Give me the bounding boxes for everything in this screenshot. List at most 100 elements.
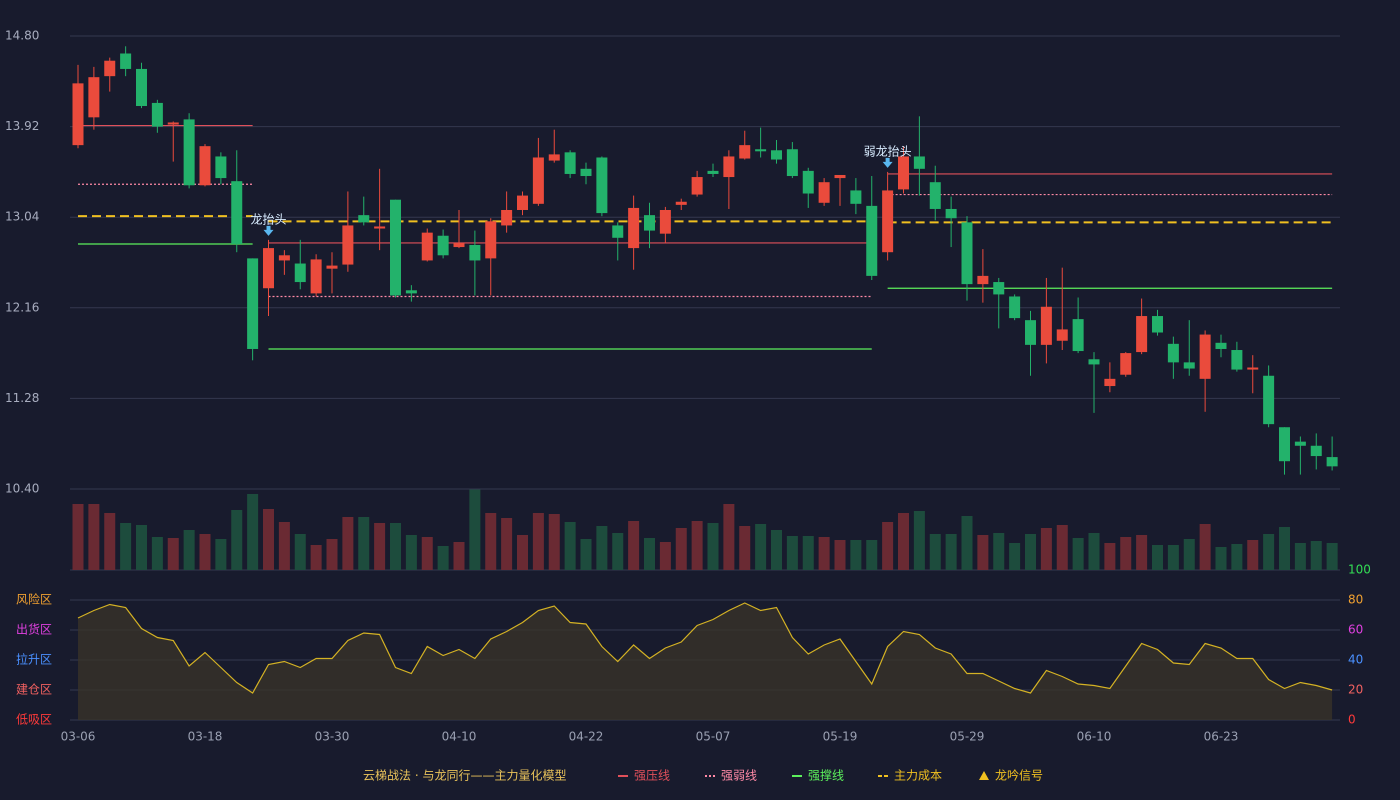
- candle-body: [993, 282, 1005, 295]
- volume-bar: [834, 540, 846, 570]
- candle-body: [485, 221, 497, 259]
- signal-arrow: [882, 157, 893, 168]
- y-tick-label: 0: [1348, 713, 1356, 727]
- x-tick-label: 03-18: [188, 730, 223, 744]
- candle-body: [850, 190, 862, 204]
- candle-body: [1326, 457, 1338, 467]
- volume-bar: [1088, 533, 1100, 570]
- volume-bar: [88, 504, 100, 570]
- volume-bar: [898, 513, 909, 570]
- volume-bar: [1136, 535, 1148, 570]
- volume-bar: [1231, 544, 1243, 570]
- volume-bar: [310, 545, 322, 570]
- candle-body: [1025, 320, 1036, 345]
- x-tick-label: 03-30: [315, 730, 350, 744]
- candle-body: [786, 149, 798, 177]
- candle-body: [882, 190, 894, 253]
- volume-bar: [532, 513, 544, 570]
- volume-bar: [1056, 525, 1068, 570]
- candle-body: [1088, 359, 1100, 365]
- y-tick-label: 10.40: [5, 482, 39, 496]
- y-tick-label: 100: [1348, 563, 1371, 577]
- candle-body: [580, 168, 592, 177]
- volume-bar: [850, 540, 862, 570]
- candle-body: [390, 199, 401, 296]
- volume-bar: [612, 533, 624, 570]
- candle-body: [358, 215, 370, 223]
- candle-body: [1056, 329, 1068, 341]
- candle-body: [215, 156, 227, 179]
- candle-body: [564, 152, 576, 174]
- volume-bar: [342, 517, 354, 570]
- volume-bar: [1152, 545, 1163, 570]
- volume-bar: [945, 534, 957, 570]
- legend-title: 云梯战法 · 与龙同行——主力量化模型: [363, 769, 566, 783]
- candle-body: [247, 258, 259, 349]
- candle-body: [961, 222, 973, 285]
- volume-bar: [707, 523, 719, 570]
- candle-body: [136, 68, 147, 107]
- volume-bar: [231, 510, 243, 570]
- volume-bar: [199, 534, 211, 570]
- volume-bar: [1199, 524, 1211, 570]
- volume-bar: [485, 513, 497, 570]
- candle-body: [88, 77, 100, 118]
- volume-bar: [215, 539, 227, 570]
- volume-bar: [294, 534, 306, 570]
- candle-body: [1072, 319, 1084, 352]
- candle-body: [945, 208, 957, 219]
- candle-body: [278, 255, 290, 261]
- candle-body: [818, 182, 830, 203]
- volume-bar: [1247, 540, 1259, 570]
- volume-bar: [691, 521, 703, 570]
- legend-label: 主力成本: [894, 769, 942, 783]
- candle-body: [199, 146, 211, 186]
- candle-body: [802, 170, 814, 194]
- volume-bar: [580, 539, 592, 570]
- candle-body: [1247, 367, 1259, 370]
- zone-label: 出货区: [16, 622, 52, 637]
- volume-bar: [1009, 543, 1021, 570]
- volume-bar: [104, 513, 116, 570]
- candle-body: [437, 235, 449, 256]
- legend-label: 龙吟信号: [995, 768, 1043, 783]
- candle-body: [532, 157, 544, 204]
- candle-body: [612, 225, 624, 238]
- candle-body: [628, 207, 640, 249]
- candle-body: [374, 226, 386, 229]
- candle-body: [1104, 378, 1116, 387]
- candle-body: [1231, 350, 1243, 370]
- volume-bar: [453, 542, 465, 570]
- legend-label: 强压线: [634, 769, 670, 783]
- volume-bar: [913, 511, 925, 570]
- candle-body: [723, 156, 735, 178]
- volume-bar: [167, 538, 179, 570]
- volume-bar: [771, 530, 782, 570]
- candle-body: [72, 83, 84, 146]
- candle-body: [183, 119, 195, 186]
- candle-body: [707, 170, 719, 174]
- candle-body: [469, 244, 481, 261]
- x-tick-label: 03-06: [61, 730, 96, 744]
- candle-body: [167, 122, 179, 125]
- volume-bar: [326, 539, 338, 570]
- volume-bar: [1294, 543, 1306, 570]
- candle-body: [421, 232, 433, 261]
- volume-bar: [136, 525, 147, 570]
- candle-body: [675, 201, 687, 205]
- volume-bar: [644, 538, 655, 570]
- volume-bar: [247, 494, 259, 570]
- volume-bar: [278, 522, 290, 570]
- volume-bar: [882, 522, 894, 570]
- candle-body: [231, 181, 243, 244]
- volume-bar: [675, 528, 687, 570]
- legend-label: 强弱线: [721, 769, 757, 783]
- volume-bar: [802, 536, 814, 570]
- volume-bar: [1040, 528, 1052, 570]
- volume-bar: [358, 517, 370, 570]
- y-tick-label: 40: [1348, 653, 1363, 667]
- candle-body: [1263, 375, 1275, 425]
- candle-body: [263, 248, 274, 289]
- volume-bar: [1215, 547, 1227, 570]
